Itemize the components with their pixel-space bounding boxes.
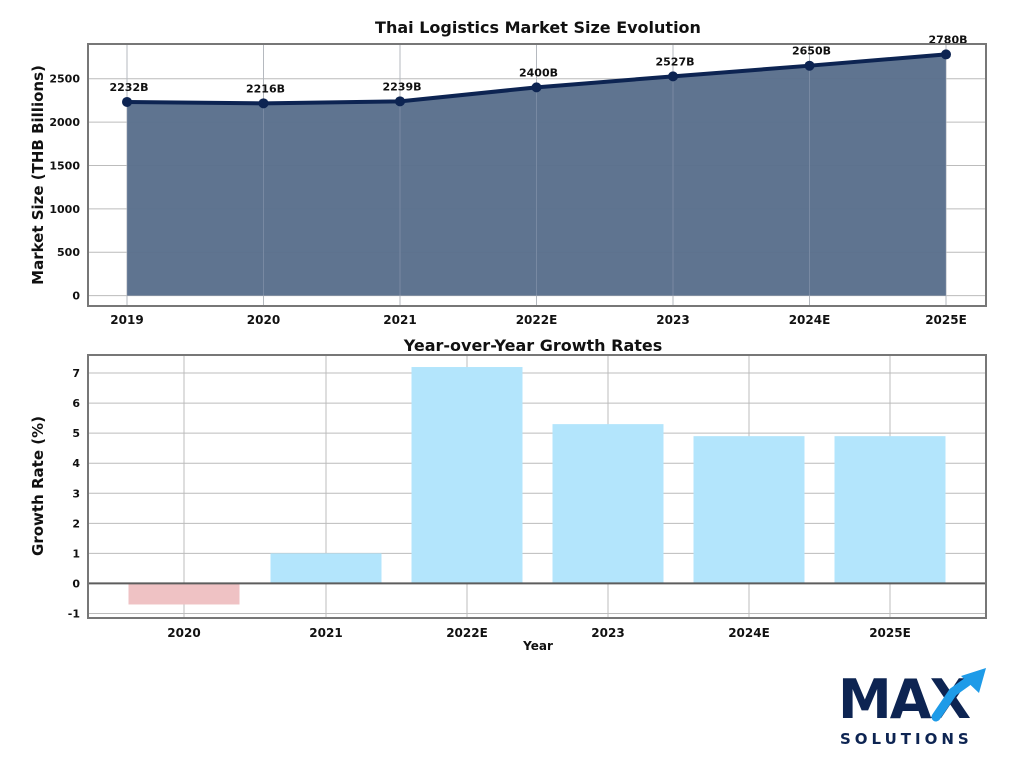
x-tick-label: 2023 (656, 313, 689, 327)
data-label: 2650B (792, 45, 831, 58)
y-tick-label: 2 (72, 517, 80, 530)
x-tick-label: 2025E (925, 313, 967, 327)
growth-bar (552, 424, 664, 584)
x-tick-label: 2024E (789, 313, 831, 327)
y-axis-title: Market Size (THB Billions) (29, 65, 47, 285)
y-axis-title: Growth Rate (%) (29, 416, 47, 556)
x-tick-label: 2025E (869, 626, 911, 640)
plot-frame (87, 354, 987, 619)
y-tick-label: 2000 (49, 116, 80, 129)
y-tick-label: 1 (72, 547, 80, 560)
market-size-point (258, 98, 269, 109)
x-tick-label: 2020 (247, 313, 280, 327)
growth-bar (411, 367, 523, 584)
market-size-point (395, 96, 405, 107)
x-tick-label: 2020 (167, 626, 200, 640)
growth-rate-chart: Year-over-Year Growth Rates -1 0 1 2 3 4 5 6 7 202… (29, 336, 987, 653)
x-tick-label: 2022E (446, 626, 488, 640)
data-label: 2527B (656, 55, 695, 68)
data-label: 2216B (246, 82, 285, 95)
x-tick-label: 2021 (309, 626, 342, 640)
y-tick-label: -1 (68, 607, 80, 620)
chart-title: Year-over-Year Growth Rates (403, 336, 663, 355)
market-size-point (668, 71, 678, 82)
market-size-point (804, 60, 815, 71)
y-tick-label: 6 (72, 397, 80, 410)
x-tick-label: 2024E (728, 626, 770, 640)
svg-text:SOLUTIONS: SOLUTIONS (840, 730, 973, 748)
x-tick-label: 2021 (383, 313, 416, 327)
max-solutions-logo: MAX SOLUTIONS (832, 660, 1002, 750)
x-tick-label: 2022E (516, 313, 558, 327)
market-size-area (127, 54, 946, 296)
y-tick-label: 3 (72, 487, 80, 500)
market-size-point (941, 49, 951, 60)
growth-bar (834, 436, 946, 584)
y-tick-label: 7 (72, 367, 80, 380)
y-tick-label: 0 (72, 577, 80, 590)
y-tick-label: 1000 (49, 203, 80, 216)
growth-bar (270, 553, 382, 584)
y-tick-label: 0 (72, 290, 80, 303)
y-tick-label: 1500 (49, 159, 80, 172)
market-size-point (531, 82, 542, 93)
market-size-chart: Thai Logistics Market Size Evolution 0 500… (29, 18, 987, 327)
y-tick-label: 4 (72, 457, 80, 470)
y-tick-label: 2500 (49, 73, 80, 86)
x-tick-label: 2023 (591, 626, 624, 640)
x-axis-title: Year (522, 639, 553, 653)
market-size-point (122, 96, 132, 107)
chart-title: Thai Logistics Market Size Evolution (375, 18, 701, 37)
data-label: 2239B (383, 80, 422, 93)
data-label: 2232B (110, 81, 149, 94)
plot-frame (87, 43, 987, 307)
y-tick-label: 500 (57, 246, 80, 259)
data-label: 2400B (519, 66, 558, 79)
x-tick-label: 2019 (110, 313, 143, 327)
y-tick-label: 5 (72, 427, 80, 440)
growth-bar (128, 583, 240, 605)
growth-bar (693, 436, 805, 584)
